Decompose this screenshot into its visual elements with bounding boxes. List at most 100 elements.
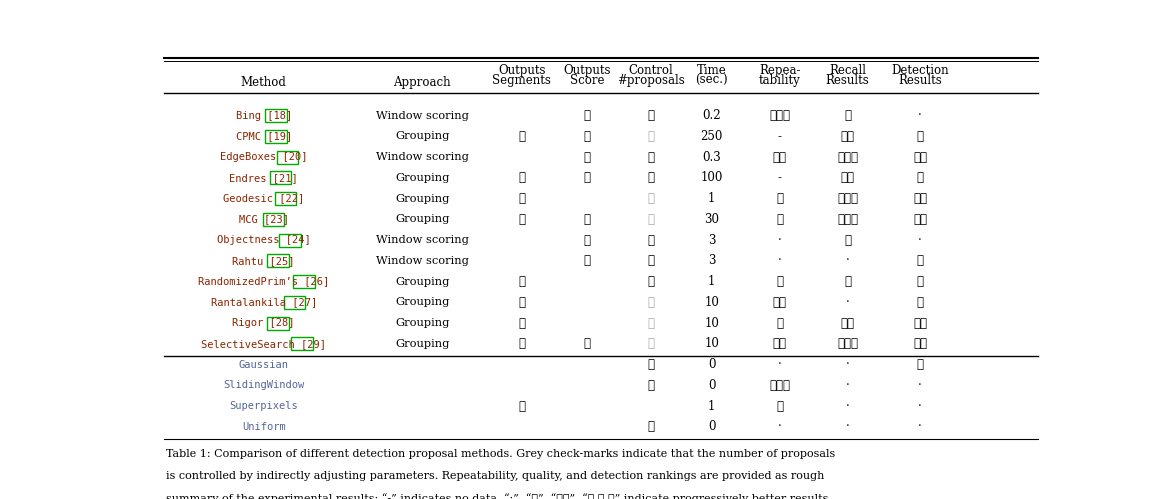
Text: 1: 1	[708, 275, 716, 288]
Text: ✓: ✓	[647, 192, 654, 205]
Text: Control: Control	[628, 64, 674, 77]
Text: ·: ·	[918, 234, 922, 247]
Text: Grouping: Grouping	[395, 194, 450, 204]
Text: ★★: ★★	[841, 130, 855, 143]
Text: ✓: ✓	[519, 337, 526, 350]
Text: CPMC [19]: CPMC [19]	[236, 131, 292, 141]
Text: Recall: Recall	[829, 64, 865, 77]
Text: ·: ·	[778, 420, 781, 433]
Text: ✓: ✓	[519, 316, 526, 329]
Text: ✓: ✓	[647, 213, 654, 226]
Text: Grouping: Grouping	[395, 318, 450, 328]
Text: ✓: ✓	[647, 379, 654, 392]
Text: Score: Score	[570, 74, 604, 87]
Text: (sec.): (sec.)	[695, 74, 728, 87]
Text: ·: ·	[846, 420, 849, 433]
Text: Table 1: Comparison of different detection proposal methods. Grey check-marks in: Table 1: Comparison of different detecti…	[166, 449, 835, 459]
Text: 30: 30	[704, 213, 719, 226]
Text: 0.3: 0.3	[702, 151, 721, 164]
Text: ✓: ✓	[583, 151, 590, 164]
Text: ✓: ✓	[583, 337, 590, 350]
Text: ★: ★	[917, 130, 924, 143]
Text: Segments: Segments	[492, 74, 551, 87]
Text: ★★: ★★	[773, 337, 786, 350]
Text: Results: Results	[898, 74, 941, 87]
Text: summary of the experimental results: “-” indicates no data, “·”, “★”, “★★”, “★ ★: summary of the experimental results: “-”…	[166, 494, 832, 499]
Text: ✓: ✓	[583, 254, 590, 267]
Text: ·: ·	[778, 358, 781, 371]
Text: ✓: ✓	[647, 151, 654, 164]
Text: Grouping: Grouping	[395, 339, 450, 349]
Text: Rahtu [25]: Rahtu [25]	[232, 256, 296, 266]
Text: ★★: ★★	[841, 171, 855, 184]
Text: ★★★: ★★★	[837, 192, 858, 205]
Text: ·: ·	[846, 358, 849, 371]
Text: is controlled by indirectly adjusting parameters. Repeatability, quality, and de: is controlled by indirectly adjusting pa…	[166, 471, 825, 481]
Text: Window scoring: Window scoring	[376, 256, 468, 266]
Text: Geodesic [22]: Geodesic [22]	[223, 194, 305, 204]
Text: Method: Method	[241, 76, 286, 89]
Text: ★★: ★★	[841, 316, 855, 329]
Text: 10: 10	[704, 296, 719, 309]
Text: 3: 3	[708, 254, 716, 267]
Text: ✓: ✓	[647, 296, 654, 309]
Text: ★: ★	[917, 358, 924, 371]
Text: Superpixels: Superpixels	[229, 401, 298, 411]
Text: 1: 1	[708, 192, 716, 205]
Text: ★★★: ★★★	[837, 337, 858, 350]
Text: ✓: ✓	[583, 213, 590, 226]
Text: ★: ★	[777, 192, 783, 205]
Text: ★: ★	[777, 400, 783, 413]
Text: ★★: ★★	[913, 316, 927, 329]
Text: ·: ·	[778, 234, 781, 247]
Text: tability: tability	[759, 74, 800, 87]
Text: ✓: ✓	[519, 192, 526, 205]
Text: 3: 3	[708, 234, 716, 247]
Text: Grouping: Grouping	[395, 297, 450, 307]
Text: Objectness [24]: Objectness [24]	[217, 235, 311, 245]
Text: Approach: Approach	[394, 76, 451, 89]
Text: Gaussian: Gaussian	[238, 360, 288, 370]
Text: 250: 250	[701, 130, 723, 143]
Text: ★★: ★★	[913, 337, 927, 350]
Text: ✓: ✓	[647, 337, 654, 350]
Text: ★★: ★★	[913, 151, 927, 164]
Text: ·: ·	[846, 254, 849, 267]
Text: ✓: ✓	[519, 400, 526, 413]
Text: ·: ·	[918, 109, 922, 122]
Text: ✓: ✓	[647, 254, 654, 267]
Text: ★: ★	[917, 275, 924, 288]
Text: -: -	[778, 130, 781, 143]
Text: 10: 10	[704, 337, 719, 350]
Text: ✓: ✓	[647, 171, 654, 184]
Text: ✓: ✓	[583, 171, 590, 184]
Text: ·: ·	[846, 379, 849, 392]
Text: ✓: ✓	[647, 358, 654, 371]
Text: ✓: ✓	[647, 234, 654, 247]
Text: ✓: ✓	[647, 130, 654, 143]
Text: ★: ★	[917, 254, 924, 267]
Text: ★★★: ★★★	[837, 151, 858, 164]
Text: 0.2: 0.2	[702, 109, 721, 122]
Text: Bing [18]: Bing [18]	[236, 111, 292, 121]
Text: 100: 100	[701, 171, 723, 184]
Text: ★★★: ★★★	[770, 109, 790, 122]
Text: Grouping: Grouping	[395, 173, 450, 183]
Text: Rigor [28]: Rigor [28]	[232, 318, 296, 328]
Text: Grouping: Grouping	[395, 276, 450, 286]
Text: SlidingWindow: SlidingWindow	[223, 380, 305, 390]
Text: ★: ★	[777, 275, 783, 288]
Text: ✓: ✓	[647, 275, 654, 288]
Text: 0: 0	[708, 420, 716, 433]
Text: ✓: ✓	[519, 130, 526, 143]
Text: ·: ·	[778, 254, 781, 267]
Text: Window scoring: Window scoring	[376, 152, 468, 162]
Text: RandomizedPrim’s [26]: RandomizedPrim’s [26]	[199, 276, 329, 286]
Text: ✓: ✓	[583, 109, 590, 122]
Text: ✓: ✓	[583, 234, 590, 247]
Text: ✓: ✓	[647, 109, 654, 122]
Text: EdgeBoxes [20]: EdgeBoxes [20]	[220, 152, 307, 162]
Text: ✓: ✓	[583, 130, 590, 143]
Text: Endres [21]: Endres [21]	[229, 173, 298, 183]
Text: ★★: ★★	[773, 151, 786, 164]
